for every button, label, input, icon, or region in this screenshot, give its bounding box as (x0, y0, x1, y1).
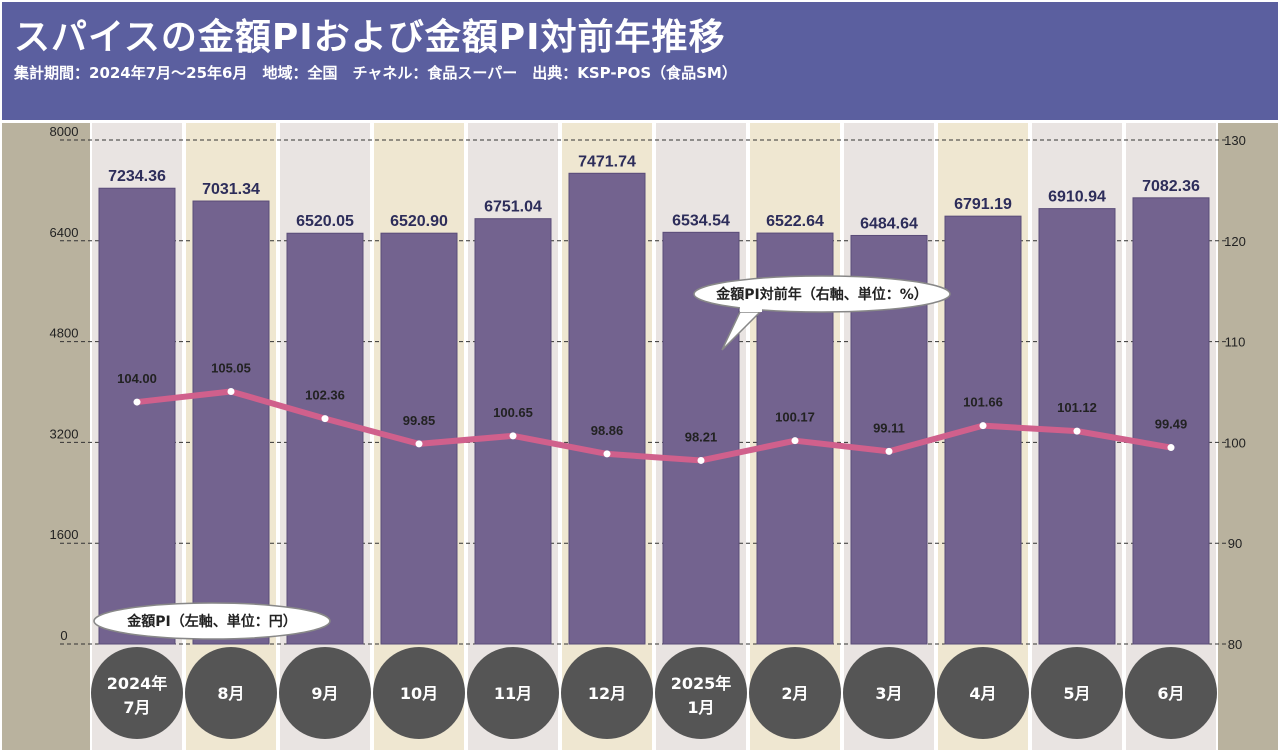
header-banner: スパイスの金額PIおよび金額PI対前年推移 集計期間：2024年7月〜25年6月… (2, 2, 1278, 120)
chart-subtitle: 集計期間：2024年7月〜25年6月 地域：全国 チャネル：食品スーパー 出典：… (14, 64, 737, 82)
bar (1038, 208, 1116, 645)
bar (474, 218, 552, 645)
month-label: 6月 (1157, 684, 1184, 703)
line-value-label: 99.85 (403, 413, 436, 428)
right-tick-label: 100 (1224, 435, 1246, 450)
month-badge (1125, 647, 1217, 739)
bar-value-label: 6520.05 (296, 213, 354, 230)
month-label: 10月 (400, 684, 438, 703)
legend-line-label: 金額PI対前年（右軸、単位：%） (715, 286, 928, 303)
line-point (603, 450, 611, 458)
line-value-label: 99.49 (1155, 417, 1188, 432)
left-tick-label: 0 (60, 628, 67, 643)
line-point (1167, 444, 1175, 452)
month-label: 2月 (781, 684, 808, 703)
left-tick-label: 3200 (50, 426, 79, 441)
right-tick-label: 80 (1228, 637, 1242, 652)
left-tick-label: 4800 (50, 326, 79, 341)
line-point (227, 387, 235, 395)
month-badge (185, 647, 277, 739)
line-value-label: 99.11 (873, 420, 905, 435)
line-point (133, 398, 141, 406)
month-badge (91, 647, 183, 739)
month-badge (937, 647, 1029, 739)
month-label: 5月 (1063, 684, 1090, 703)
left-axis-panel (2, 123, 90, 750)
left-tick-label: 6400 (50, 225, 79, 240)
line-series (134, 388, 1174, 464)
month-badge (279, 647, 371, 739)
month-label: 2025年 (671, 674, 732, 693)
bar (1132, 197, 1210, 645)
bar-value-label: 7082.36 (1142, 178, 1200, 195)
line-point (979, 422, 987, 430)
bar-value-label: 6910.94 (1048, 189, 1106, 206)
month-badge (843, 647, 935, 739)
month-label: 3月 (875, 684, 902, 703)
month-badge (749, 647, 841, 739)
month-badge (561, 647, 653, 739)
month-label: 7月 (123, 698, 150, 717)
month-label: 9月 (311, 684, 338, 703)
line-point (885, 447, 893, 455)
line-value-label: 102.36 (305, 388, 345, 403)
month-badge (655, 647, 747, 739)
line-point (509, 432, 517, 440)
line-value-label: 100.17 (775, 410, 815, 425)
line-value-label: 100.65 (493, 405, 533, 420)
bar-value-label: 7471.74 (578, 153, 636, 170)
line-value-label: 101.66 (963, 395, 1003, 410)
left-tick-label: 1600 (50, 527, 79, 542)
bar (568, 172, 646, 645)
month-badge (467, 647, 559, 739)
bar-value-label: 7031.34 (202, 181, 260, 198)
bar-value-label: 6751.04 (484, 199, 542, 216)
bar (286, 232, 364, 645)
right-tick-label: 130 (1224, 133, 1246, 148)
month-badge (373, 647, 465, 739)
month-label: 2024年 (107, 674, 168, 693)
bar-value-label: 7234.36 (108, 168, 166, 185)
line-value-label: 101.12 (1057, 400, 1097, 415)
right-axis-panel (1218, 123, 1278, 750)
line-value-label: 105.05 (211, 360, 251, 375)
month-label: 4月 (969, 684, 996, 703)
month-label: 8月 (217, 684, 244, 703)
legend-bar-bubble (93, 602, 331, 640)
bar (98, 187, 176, 645)
month-label: 1月 (687, 698, 714, 717)
legend-bar-label: 金額PI（左軸、単位：円） (126, 613, 296, 630)
bar-value-label: 6522.64 (766, 213, 824, 230)
bar-value-label: 6791.19 (954, 196, 1012, 213)
bar (192, 200, 270, 645)
line-point (415, 440, 423, 448)
legend-line-bubble (693, 275, 951, 313)
bar-value-label: 6534.54 (672, 212, 730, 229)
left-tick-label: 8000 (50, 124, 79, 139)
line-point (321, 415, 329, 423)
month-label: 12月 (588, 684, 626, 703)
month-badge (1031, 647, 1123, 739)
legend-callout-join (740, 306, 762, 312)
right-tick-label: 120 (1224, 234, 1246, 249)
line-value-label: 104.00 (117, 371, 157, 386)
chart-title: スパイスの金額PIおよび金額PI対前年推移 (14, 17, 726, 58)
bar-value-label: 6484.64 (860, 215, 918, 232)
line-point (791, 437, 799, 445)
right-tick-label: 110 (1225, 335, 1246, 350)
line-value-label: 98.21 (685, 429, 718, 444)
right-tick-label: 90 (1228, 536, 1242, 551)
line-point (697, 456, 705, 464)
month-label: 11月 (494, 684, 532, 703)
bar-value-label: 6520.90 (390, 213, 448, 230)
line-point (1073, 427, 1081, 435)
line-value-label: 98.86 (591, 423, 624, 438)
